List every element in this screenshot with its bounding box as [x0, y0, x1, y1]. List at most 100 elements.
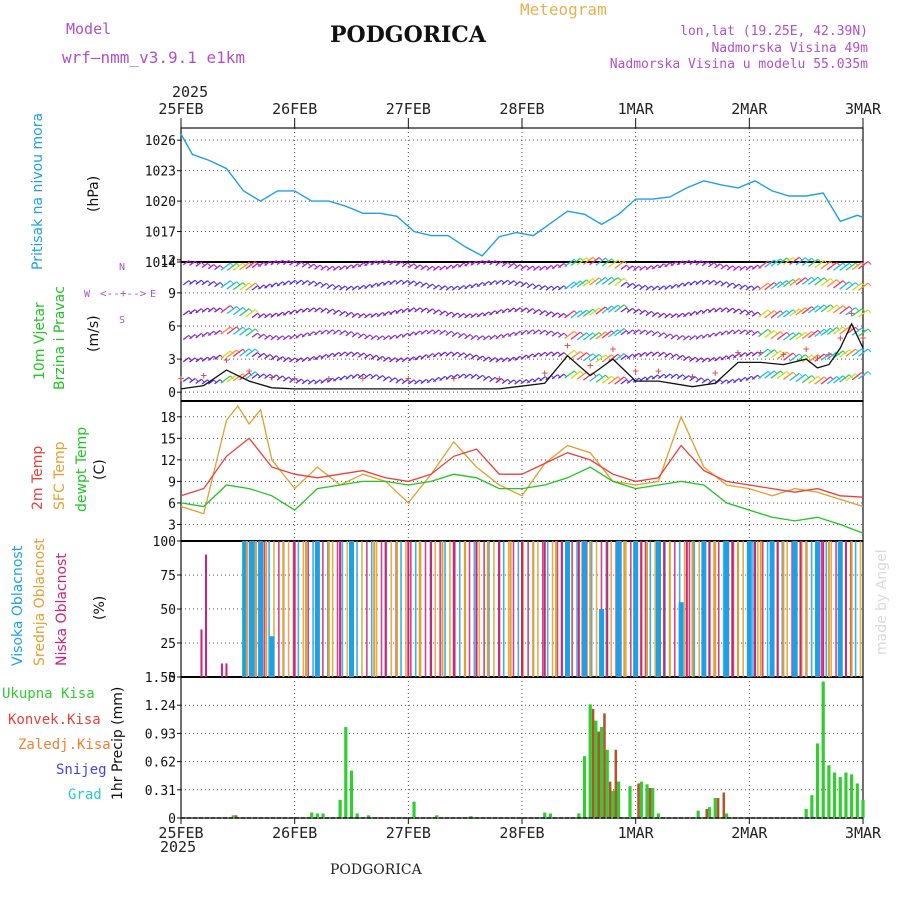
wind-barb	[720, 281, 727, 287]
wind-barb	[264, 260, 271, 267]
wind-barb	[370, 374, 377, 380]
wind-barb	[789, 372, 800, 382]
mid-cloud-bar	[418, 541, 421, 677]
wind-barb	[658, 351, 665, 358]
wind-barb	[526, 329, 534, 335]
wind-barb	[276, 335, 284, 341]
gust-marker: +	[860, 331, 867, 344]
wind-barb	[789, 353, 800, 362]
wind-barb	[564, 370, 575, 379]
wind-barb-flag	[830, 278, 834, 282]
wind-barb	[395, 308, 402, 314]
year-bottom: 2025	[160, 838, 197, 856]
wind-barb	[714, 356, 721, 362]
wind-barb-flag	[351, 331, 355, 335]
wind-barb	[245, 261, 256, 270]
wind-barb-flag	[694, 356, 699, 361]
wind-barb	[351, 351, 359, 358]
wind-barb-flag	[419, 355, 424, 360]
wind-barb	[758, 309, 769, 318]
wind-barb-flag	[551, 311, 555, 316]
wind-barb	[507, 331, 515, 338]
wind-barb	[651, 311, 659, 318]
wind-barb	[570, 280, 581, 289]
wind-barb	[651, 264, 659, 270]
wind-barb-flag	[201, 333, 205, 337]
wind-barb-flag	[632, 282, 637, 287]
wind-barb	[307, 331, 315, 337]
wind-barb-flag	[255, 348, 259, 353]
wind-barb	[214, 354, 221, 360]
wind-barb-flag	[644, 329, 649, 334]
wind-barb	[407, 356, 415, 362]
wind-barb	[764, 259, 775, 268]
wind-barb	[651, 285, 659, 291]
wind-barb	[239, 348, 250, 357]
wind-barb-flag	[544, 310, 549, 314]
wind-barb	[564, 330, 575, 339]
wind-barb	[276, 259, 284, 266]
wind-barb	[476, 312, 484, 318]
wind-barb	[645, 285, 652, 291]
wind-barb-flag	[544, 329, 549, 334]
wind-barb	[214, 307, 221, 313]
wind-barb	[414, 264, 421, 270]
x-tick-top: 27FEB	[386, 100, 431, 118]
wind-barb	[582, 353, 594, 362]
wind-barb	[670, 313, 677, 319]
wind-barb-flag	[657, 312, 662, 316]
wind-barb-flag	[382, 355, 387, 360]
wind-barb	[351, 285, 359, 291]
y-tick-label: 1014	[145, 256, 176, 271]
high-cloud-bar	[746, 541, 752, 677]
wind-barb-flag	[867, 282, 872, 287]
wind-barb	[557, 373, 565, 379]
wind-barb	[389, 377, 396, 383]
wind-barb-flag	[451, 330, 455, 335]
wind-barb	[432, 309, 440, 315]
year-top: 2025	[172, 83, 209, 101]
wind-barb	[307, 263, 315, 269]
mid-cloud-bar	[373, 541, 376, 677]
wind-barb-flag	[369, 373, 374, 378]
wind-barb	[833, 350, 844, 359]
legend-convective: Konvek.Kisa	[8, 712, 101, 728]
wind-barb-flag	[855, 326, 859, 331]
wind-barb-flag	[626, 264, 630, 269]
wind-barb	[683, 335, 690, 341]
wind-barb	[332, 309, 340, 315]
wind-barb	[370, 260, 377, 266]
wind-barb-flag	[288, 376, 293, 381]
wind-barb	[314, 264, 321, 270]
wind-barb	[426, 283, 434, 289]
wind-barb	[220, 375, 231, 384]
wind-barb	[545, 311, 552, 317]
wind-barb	[845, 282, 856, 291]
wind-barb	[733, 265, 740, 271]
wind-barb	[620, 281, 627, 287]
wind-barb	[526, 283, 534, 289]
wind-barb	[708, 262, 715, 268]
wind-barb	[839, 281, 850, 290]
wind-barb	[457, 332, 465, 339]
wind-barb	[595, 354, 606, 363]
wind-barb	[701, 308, 709, 314]
y-tick-label: 0.62	[145, 756, 176, 771]
wind-barb	[445, 330, 452, 336]
wind-barb-flag	[811, 375, 816, 379]
wind-barb	[845, 307, 856, 316]
wind-barb	[514, 307, 521, 313]
wind-barb-flag	[676, 353, 680, 358]
wind-barb	[195, 261, 202, 267]
mid-cloud-bar	[509, 541, 512, 677]
wind-barb-flag	[242, 326, 247, 331]
wind-barb	[770, 350, 781, 359]
wind-barb	[808, 375, 819, 385]
wind-barb	[770, 310, 781, 319]
wind-barb	[745, 329, 752, 336]
wind-barb	[432, 352, 440, 358]
wind-barb	[289, 334, 296, 340]
wind-barb	[357, 373, 365, 379]
wind-barb-flag	[407, 279, 412, 284]
wind-barb	[645, 265, 652, 271]
